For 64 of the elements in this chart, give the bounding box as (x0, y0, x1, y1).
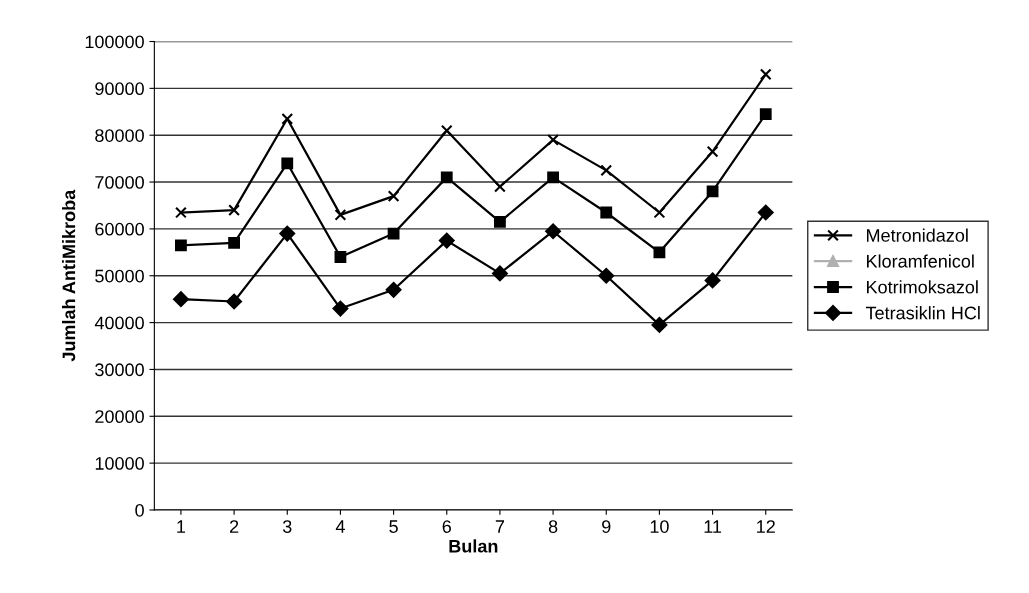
point (281, 157, 294, 170)
x-tick-label: 5 (389, 520, 398, 533)
x-tick-label: 11 (704, 520, 722, 533)
point (281, 112, 294, 125)
x-tick-label: 2 (229, 520, 239, 533)
point (494, 180, 506, 193)
x-tick-label: 10 (650, 520, 669, 533)
point (706, 185, 719, 198)
x-tick-label: 1 (177, 520, 186, 533)
legend-label: Kloramfenicol (867, 254, 974, 268)
y-tick-label: 20000 (95, 410, 144, 424)
y-tick-label: 10000 (95, 457, 144, 470)
y-tick-label: 60000 (95, 222, 144, 236)
point (332, 300, 349, 317)
point (653, 246, 666, 259)
x-tick-label: 9 (602, 520, 611, 533)
point (547, 133, 559, 146)
y-axis-title: Jumlah AntiMikroba (62, 189, 76, 362)
point (545, 223, 561, 240)
x-tick-label: 8 (548, 520, 558, 533)
point (175, 239, 187, 252)
point (387, 190, 400, 203)
point (547, 171, 559, 184)
point (492, 265, 508, 282)
point (385, 281, 402, 298)
y-tick-label: 40000 (94, 316, 144, 330)
legend-label: Kotrimoksazol (867, 280, 978, 294)
x-axis-title: Bulan (449, 539, 498, 553)
x-tick-label: 7 (495, 520, 505, 533)
x-tick-label: 6 (442, 520, 451, 533)
y-tick-label: 70000 (95, 175, 144, 189)
point (706, 145, 719, 158)
point (173, 291, 189, 308)
point (334, 251, 347, 263)
point (600, 164, 613, 177)
point (759, 108, 772, 121)
point (757, 204, 774, 221)
point (175, 206, 187, 219)
point (440, 171, 453, 184)
point (438, 232, 455, 249)
point (226, 293, 243, 310)
legend-label: Metronidazol (867, 228, 968, 242)
x-tick-label: 12 (757, 520, 775, 533)
point (387, 227, 400, 240)
y-tick-label: 90000 (95, 82, 144, 96)
y-tick-label: 80000 (95, 129, 144, 142)
y-tick-label: 100000 (85, 35, 144, 49)
y-tick-label: 0 (135, 503, 144, 517)
x-tick-label: 4 (335, 520, 345, 533)
point (759, 68, 772, 81)
y-tick-label: 50000 (95, 269, 144, 283)
point (598, 267, 615, 284)
point (228, 204, 240, 217)
point (228, 237, 240, 249)
point (704, 272, 721, 289)
point (279, 225, 296, 242)
point (651, 317, 668, 333)
legend-label: Tetrasiklin HCl (865, 306, 980, 320)
point (653, 206, 666, 219)
point (334, 208, 347, 221)
point (494, 215, 506, 228)
x-tick-label: 3 (282, 520, 292, 533)
y-tick-label: 30000 (95, 363, 144, 377)
point (600, 206, 613, 219)
